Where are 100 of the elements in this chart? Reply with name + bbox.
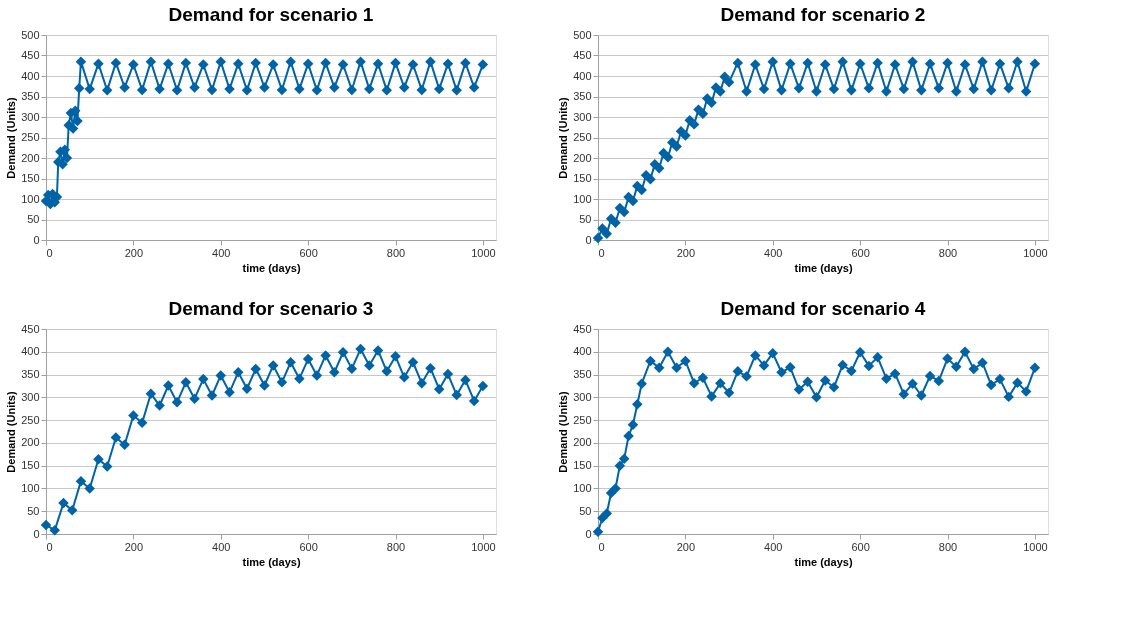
x-tick-label: 1000 (1023, 540, 1048, 553)
y-tick-label: 300 (21, 390, 40, 403)
point (819, 375, 831, 386)
point (364, 360, 375, 371)
point (793, 384, 805, 395)
y-tick-label: 350 (21, 368, 40, 381)
point (163, 380, 174, 391)
y-tick-label: 300 (573, 390, 592, 403)
point (632, 398, 643, 410)
point (680, 355, 691, 367)
point (610, 483, 621, 494)
point (614, 460, 626, 471)
point (259, 380, 270, 391)
point (302, 353, 314, 365)
point (442, 368, 454, 380)
point (741, 371, 752, 382)
x-axis-title: time (days) (242, 555, 301, 568)
x-tick-label: 0 (598, 246, 605, 259)
point (468, 395, 480, 407)
point (285, 357, 296, 368)
y-axis-title: Demand (Units) (557, 391, 570, 473)
point (776, 367, 787, 378)
point (93, 454, 104, 465)
point (697, 372, 709, 383)
point (723, 387, 735, 399)
point (854, 346, 866, 358)
y-tick-label: 500 (573, 28, 592, 41)
point (898, 388, 910, 400)
point (889, 368, 901, 379)
point (337, 346, 349, 358)
point (390, 351, 401, 362)
point (84, 483, 95, 494)
point (623, 430, 634, 442)
point (241, 383, 253, 394)
point (355, 343, 366, 355)
point (407, 357, 419, 368)
point (916, 390, 927, 401)
point (977, 357, 988, 368)
point (924, 370, 936, 382)
point (715, 377, 726, 389)
point (1029, 362, 1041, 373)
y-axis-title: Demand (Units) (5, 97, 18, 179)
y-tick-label: 0 (33, 233, 40, 246)
point (128, 410, 139, 421)
point (58, 497, 69, 509)
chart-title: Demand for scenario 1 (168, 4, 374, 25)
y-tick-label: 150 (573, 459, 592, 472)
y-tick-label: 250 (21, 413, 40, 426)
point (706, 391, 717, 402)
point (232, 367, 244, 378)
x-tick-label: 600 (851, 246, 870, 259)
y-tick-label: 50 (579, 213, 592, 225)
x-tick-label: 200 (676, 540, 696, 553)
point (636, 378, 647, 389)
y-tick-label: 400 (573, 345, 592, 358)
y-tick-label: 50 (27, 213, 40, 225)
x-tick-label: 1000 (471, 540, 496, 553)
x-tick-label: 0 (598, 540, 605, 553)
y-tick-label: 100 (21, 481, 40, 494)
y-tick-label: 200 (573, 436, 592, 449)
point (311, 370, 323, 381)
point (662, 346, 674, 358)
point (601, 508, 612, 519)
point (294, 373, 305, 384)
point (846, 365, 857, 377)
point (66, 505, 78, 516)
point (451, 389, 462, 401)
y-tick-label: 100 (573, 192, 592, 205)
point (951, 361, 962, 373)
x-tick-label: 400 (764, 540, 783, 553)
x-tick-label: 600 (851, 540, 870, 553)
chart-title: Demand for scenario 4 (720, 298, 926, 319)
point (784, 362, 796, 373)
y-tick-label: 300 (21, 110, 40, 123)
y-tick-label: 150 (21, 172, 40, 184)
point (828, 382, 840, 393)
point (994, 373, 1006, 385)
point (477, 380, 489, 392)
y-tick-label: 100 (21, 192, 40, 205)
point (40, 519, 52, 531)
point (101, 461, 113, 472)
point (154, 400, 165, 411)
x-tick-label: 400 (212, 246, 231, 259)
chart-title: Demand for scenario 2 (720, 4, 926, 25)
point (224, 387, 235, 398)
y-tick-label: 250 (573, 413, 592, 426)
point (968, 363, 979, 375)
x-tick-label: 0 (46, 540, 53, 553)
y-tick-label: 200 (21, 436, 40, 449)
x-tick-label: 1000 (1023, 246, 1048, 259)
point (933, 375, 945, 387)
y-tick-label: 400 (21, 345, 40, 358)
x-tick-label: 200 (124, 540, 144, 553)
point (145, 388, 157, 399)
point (1020, 386, 1032, 397)
point (881, 373, 892, 384)
y-tick-label: 450 (21, 322, 40, 335)
y-tick-label: 100 (573, 481, 592, 494)
point (460, 374, 471, 386)
y-tick-label: 450 (21, 49, 40, 61)
